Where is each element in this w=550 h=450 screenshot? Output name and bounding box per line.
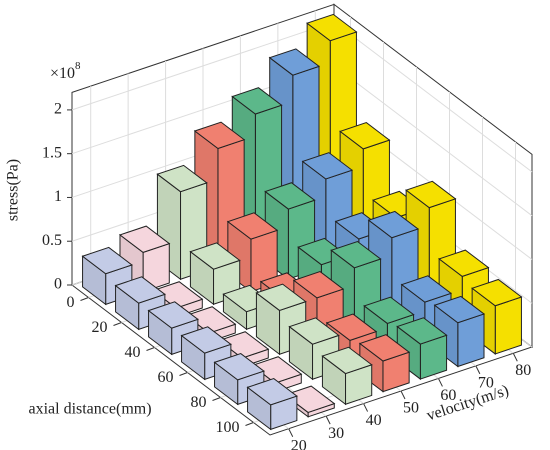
bar-top-face [438, 249, 490, 277]
bar-top-face [325, 313, 378, 341]
x-tick-label: 80 [191, 394, 207, 411]
x-axis-label: axial distance(mm) [28, 401, 151, 418]
bar-top-face [246, 377, 298, 406]
bar-top-face [288, 317, 340, 345]
z-tick-label: 0 [54, 276, 62, 293]
z-tick-label: 2 [54, 101, 62, 118]
bar-top-face [114, 276, 166, 304]
y-tick-label: 40 [366, 412, 382, 429]
bar [213, 352, 265, 406]
bar-top-face [81, 246, 133, 275]
x-tick-label: 0 [67, 294, 75, 311]
bar-top-face [268, 48, 321, 76]
y-tick-label: 50 [403, 400, 419, 417]
x-tick [179, 372, 188, 376]
bar-top-face [156, 164, 208, 193]
bar-top-face [358, 334, 411, 362]
z-tick-label: 1.5 [42, 144, 62, 161]
bar-top-face [367, 210, 420, 239]
y-tick [363, 403, 369, 412]
bar-top-face [301, 152, 354, 180]
bar-top-face [396, 317, 448, 345]
bar-top-face [433, 295, 486, 324]
bar-top-face [255, 283, 307, 312]
x-tick-label: 100 [216, 419, 240, 436]
y-tick [288, 428, 294, 437]
bar-top-face [471, 278, 523, 307]
bar-top-face [330, 240, 382, 269]
bar-top-face [147, 301, 199, 329]
x-tick-label: 40 [125, 344, 141, 361]
bar [433, 295, 486, 368]
bar-top-face [321, 346, 373, 375]
bar-top-face [231, 87, 283, 115]
bar [321, 346, 373, 406]
bar-top-face [363, 296, 415, 324]
z-axis-label: stress(Pa) [5, 159, 22, 221]
bar-top-face [217, 331, 270, 359]
y-tick [512, 353, 518, 362]
x-tick [245, 422, 254, 426]
bar-top-face [184, 306, 237, 334]
bar-top-face [213, 352, 265, 381]
z-tick-label: 1 [54, 188, 62, 205]
x-tick [80, 297, 89, 301]
bar-top-face [250, 356, 303, 384]
y-tick-label: 20 [291, 437, 307, 450]
y-tick [325, 415, 331, 425]
y-tick-label: 60 [440, 387, 456, 404]
bar-top-face [180, 326, 232, 354]
bar [180, 326, 232, 381]
bar-top-face [264, 182, 316, 210]
y-tick-label: 30 [328, 425, 344, 442]
z-multiplier-exponent: 8 [75, 60, 81, 72]
y-tick [400, 390, 406, 400]
z-multiplier: ×108 [50, 60, 81, 82]
bar-top-face [189, 242, 241, 270]
bar-top-face [151, 281, 204, 309]
bar-top-face [283, 385, 336, 413]
z-multiplier-base: ×10 [50, 65, 75, 82]
y-tick-label: 80 [515, 362, 531, 379]
bar-top-face [193, 121, 246, 150]
bar-top-face [118, 225, 171, 253]
x-tick [113, 322, 122, 326]
bar-front-face [494, 296, 522, 355]
x-tick-label: 60 [158, 369, 174, 386]
y-tick-label: 70 [478, 375, 494, 392]
x-tick [212, 397, 221, 401]
bar-top-face [339, 122, 391, 150]
y-tick [475, 365, 481, 375]
bar-top-face [306, 13, 358, 42]
x-tick [146, 347, 155, 351]
bar [189, 242, 241, 306]
bars [81, 13, 523, 431]
y-tick [437, 378, 443, 387]
bar-top-face [292, 271, 345, 299]
bar-top-face [400, 275, 453, 303]
bar-top-face [226, 212, 279, 240]
x-tick-label: 20 [92, 319, 108, 336]
y-axis-label: velocity(m/s) [425, 382, 511, 425]
z-tick-label: 0.5 [42, 232, 62, 249]
bar [246, 377, 298, 431]
bar-top-face [405, 180, 457, 209]
